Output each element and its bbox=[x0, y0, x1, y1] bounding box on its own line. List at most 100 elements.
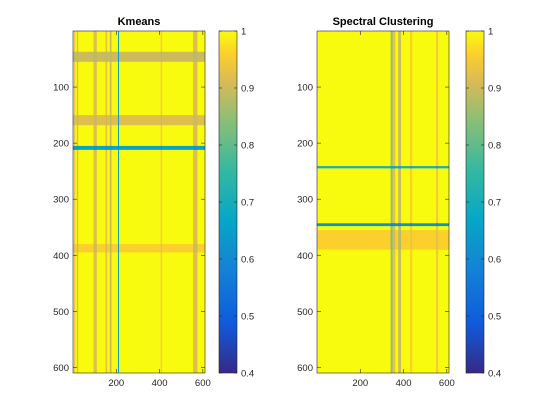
heatmap-cell-intersection bbox=[193, 244, 198, 253]
axes-frame bbox=[316, 30, 450, 374]
heatmap-cell-intersection bbox=[410, 230, 413, 250]
colorbar-tick-label: 0.6 bbox=[241, 255, 254, 266]
heatmap-column-band bbox=[160, 31, 163, 373]
colorbar-tick-label: 0.5 bbox=[488, 312, 501, 323]
heatmap-cell-intersection bbox=[109, 51, 112, 62]
colorbar-tick-label: 0.4 bbox=[488, 369, 501, 380]
heatmap-cell-intersection bbox=[160, 51, 163, 62]
heatmap-background bbox=[317, 31, 449, 373]
heatmap-row-band bbox=[317, 223, 449, 227]
colorbar-tick-label: 0.7 bbox=[488, 198, 501, 209]
heatmap-column-band bbox=[74, 31, 76, 373]
colorbar: 0.4 0.5 0.6 0.7 0.8 0.9 1 bbox=[218, 27, 254, 380]
heatmap-cell-intersection bbox=[193, 145, 198, 150]
panel-title: Spectral Clustering bbox=[333, 16, 434, 28]
heatmap-row-band bbox=[317, 230, 449, 250]
heatmap-cell-intersection bbox=[410, 223, 413, 227]
colorbar-tick-label: 0.9 bbox=[488, 84, 501, 95]
y-tick-label: 200 bbox=[53, 139, 69, 150]
heatmap-column-band bbox=[398, 31, 401, 373]
heatmap-cell-intersection bbox=[74, 244, 76, 253]
heatmap-cell-intersection bbox=[74, 115, 76, 126]
heatmap-cell-intersection bbox=[105, 244, 108, 253]
heatmap-cell-intersection bbox=[160, 115, 163, 126]
heatmap-row-band bbox=[73, 51, 205, 62]
heatmap-cell-intersection bbox=[105, 145, 108, 150]
heatmap-row-band bbox=[73, 115, 205, 126]
heatmap-cell-intersection bbox=[76, 51, 79, 62]
heatmap-cell-intersection bbox=[436, 166, 439, 169]
colorbar-tick-label: 0.6 bbox=[488, 255, 501, 266]
y-tick-label: 400 bbox=[53, 251, 69, 262]
heatmap-cell-intersection bbox=[436, 223, 439, 227]
heatmap-panel-2: Spectral Clustering 200 400 600 100 200 300 400… bbox=[297, 16, 501, 389]
colorbar-tick-label: 0.7 bbox=[241, 198, 254, 209]
heatmap-cell-intersection bbox=[76, 115, 79, 126]
colorbar-tick-label: 0.8 bbox=[241, 141, 254, 152]
colorbar-tick-label: 1 bbox=[488, 27, 493, 38]
heatmap-row-band bbox=[73, 145, 205, 150]
heatmap-column-band bbox=[105, 31, 108, 373]
heatmap-cell-intersection bbox=[398, 223, 401, 227]
x-tick-label: 600 bbox=[195, 378, 211, 389]
heatmap-cell-intersection bbox=[193, 51, 198, 62]
y-tick-label: 200 bbox=[297, 139, 313, 150]
x-tick-label: 200 bbox=[108, 378, 124, 389]
heatmap-cell-intersection bbox=[74, 145, 76, 150]
heatmap-cell-intersection bbox=[392, 223, 396, 227]
colorbar-tick-label: 0.5 bbox=[241, 312, 254, 323]
y-tick-label: 300 bbox=[53, 195, 69, 206]
axes-frame bbox=[72, 30, 206, 374]
heatmap-cell-intersection bbox=[105, 51, 108, 62]
heatmap-cell-intersection bbox=[93, 145, 97, 150]
y-tick-label: 300 bbox=[297, 195, 313, 206]
y-tick-label: 400 bbox=[297, 251, 313, 262]
y-tick-label: 100 bbox=[53, 83, 69, 94]
heatmap-cell-intersection bbox=[118, 115, 120, 126]
heatmap-column-band bbox=[390, 31, 393, 373]
colorbar-tick-label: 0.4 bbox=[241, 369, 254, 380]
colorbar-tick-label: 0.8 bbox=[488, 141, 501, 152]
heatmap-cell-intersection bbox=[109, 115, 112, 126]
heatmap-cell-intersection bbox=[392, 166, 396, 169]
heatmap-cell-intersection bbox=[436, 230, 439, 250]
heatmap-cell-intersection bbox=[390, 223, 393, 227]
heatmap-cell-intersection bbox=[118, 244, 120, 253]
heatmap-cell-intersection bbox=[398, 230, 401, 250]
heatmap-cell-intersection bbox=[118, 51, 120, 62]
heatmap-background bbox=[73, 31, 205, 373]
heatmap-column-band bbox=[109, 31, 112, 373]
heatmap-column-band bbox=[392, 31, 396, 373]
heatmap-cell-intersection bbox=[410, 166, 413, 169]
heatmap-column-band bbox=[76, 31, 79, 373]
heatmap-column-band bbox=[193, 31, 198, 373]
heatmap-row-band bbox=[73, 244, 205, 253]
heatmap-cell-intersection bbox=[390, 166, 393, 169]
heatmap-cell-intersection bbox=[76, 145, 79, 150]
heatmap-cell-intersection bbox=[193, 115, 198, 126]
heatmap-column-band bbox=[410, 31, 413, 373]
heatmap-row-band bbox=[317, 166, 449, 169]
heatmap-cell-intersection bbox=[390, 230, 393, 250]
heatmap-cell-intersection bbox=[160, 244, 163, 253]
x-tick-label: 600 bbox=[439, 378, 455, 389]
x-tick-label: 200 bbox=[352, 378, 368, 389]
y-tick-label: 100 bbox=[297, 83, 313, 94]
y-tick-label: 600 bbox=[53, 363, 69, 374]
colorbar-tick-label: 0.9 bbox=[241, 84, 254, 95]
y-tick-label: 500 bbox=[297, 307, 313, 318]
heatmap-column-band bbox=[436, 31, 439, 373]
heatmap-cell-intersection bbox=[398, 166, 401, 169]
heatmap-column-band bbox=[118, 31, 120, 373]
heatmap-cell-intersection bbox=[109, 145, 112, 150]
x-tick-label: 400 bbox=[152, 378, 168, 389]
heatmap-cell-intersection bbox=[76, 244, 79, 253]
y-tick-label: 500 bbox=[53, 307, 69, 318]
heatmap-cell-intersection bbox=[109, 244, 112, 253]
heatmap-cell-intersection bbox=[74, 51, 76, 62]
heatmap-cell-intersection bbox=[105, 115, 108, 126]
x-tick-label: 400 bbox=[396, 378, 412, 389]
colorbar: 0.4 0.5 0.6 0.7 0.8 0.9 1 bbox=[465, 27, 501, 380]
